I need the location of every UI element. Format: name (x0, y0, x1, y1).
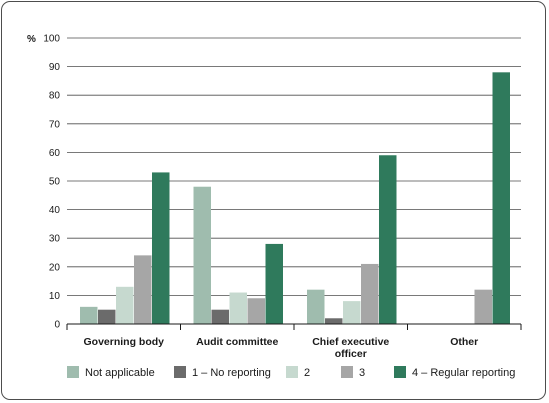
bar (492, 72, 510, 324)
y-tick-label: 40 (49, 205, 61, 216)
bar (98, 309, 116, 324)
y-tick-label: 20 (49, 262, 61, 273)
bar (361, 263, 379, 324)
bar (193, 186, 211, 324)
bars (80, 72, 510, 324)
y-axis-ticks: 0 10 20 30 40 50 60 70 80 90 100 (43, 34, 60, 331)
y-tick-label: 30 (49, 234, 61, 245)
y-tick-label: 80 (49, 91, 61, 102)
bar (307, 289, 325, 324)
y-tick-label: 60 (49, 148, 61, 159)
y-tick-label: 50 (49, 177, 61, 188)
legend-swatch (394, 366, 406, 378)
x-axis (66, 323, 522, 330)
bar (265, 243, 283, 324)
x-axis-category-labels: Governing body Audit committee Chief execu… (83, 336, 478, 360)
y-tick-label: 90 (49, 62, 61, 73)
bar (80, 306, 98, 324)
legend-label: 2 (304, 367, 310, 379)
bar (229, 292, 247, 324)
legend-swatch (286, 366, 298, 378)
y-tick-label: 10 (49, 291, 61, 302)
bar (247, 298, 265, 324)
legend-label: 1 – No reporting (192, 367, 271, 379)
legend-swatch (341, 366, 353, 378)
category-label: Other (450, 336, 478, 348)
y-tick-label: 0 (54, 320, 60, 331)
legend-label: 4 – Regular reporting (412, 367, 515, 379)
legend-label: 3 (359, 367, 365, 379)
category-label: Governing body (83, 336, 164, 348)
category-label: officer (335, 348, 367, 360)
y-tick-label: 100 (43, 34, 60, 45)
bar (134, 255, 152, 324)
bar (474, 289, 492, 324)
y-axis-unit-label: % (27, 34, 36, 45)
legend-swatch (67, 366, 79, 378)
legend: Not applicable 1 – No reporting 2 3 4 – Regu… (67, 366, 515, 379)
category-label: Chief executive (312, 336, 389, 348)
legend-label: Not applicable (85, 367, 155, 379)
bar (379, 155, 397, 324)
bar (211, 309, 229, 324)
bar (343, 301, 361, 324)
y-tick-label: 70 (49, 119, 61, 130)
legend-swatch (174, 366, 186, 378)
bar (152, 172, 170, 324)
bar (116, 286, 134, 324)
bar (325, 318, 343, 324)
category-label: Audit committee (196, 336, 278, 348)
